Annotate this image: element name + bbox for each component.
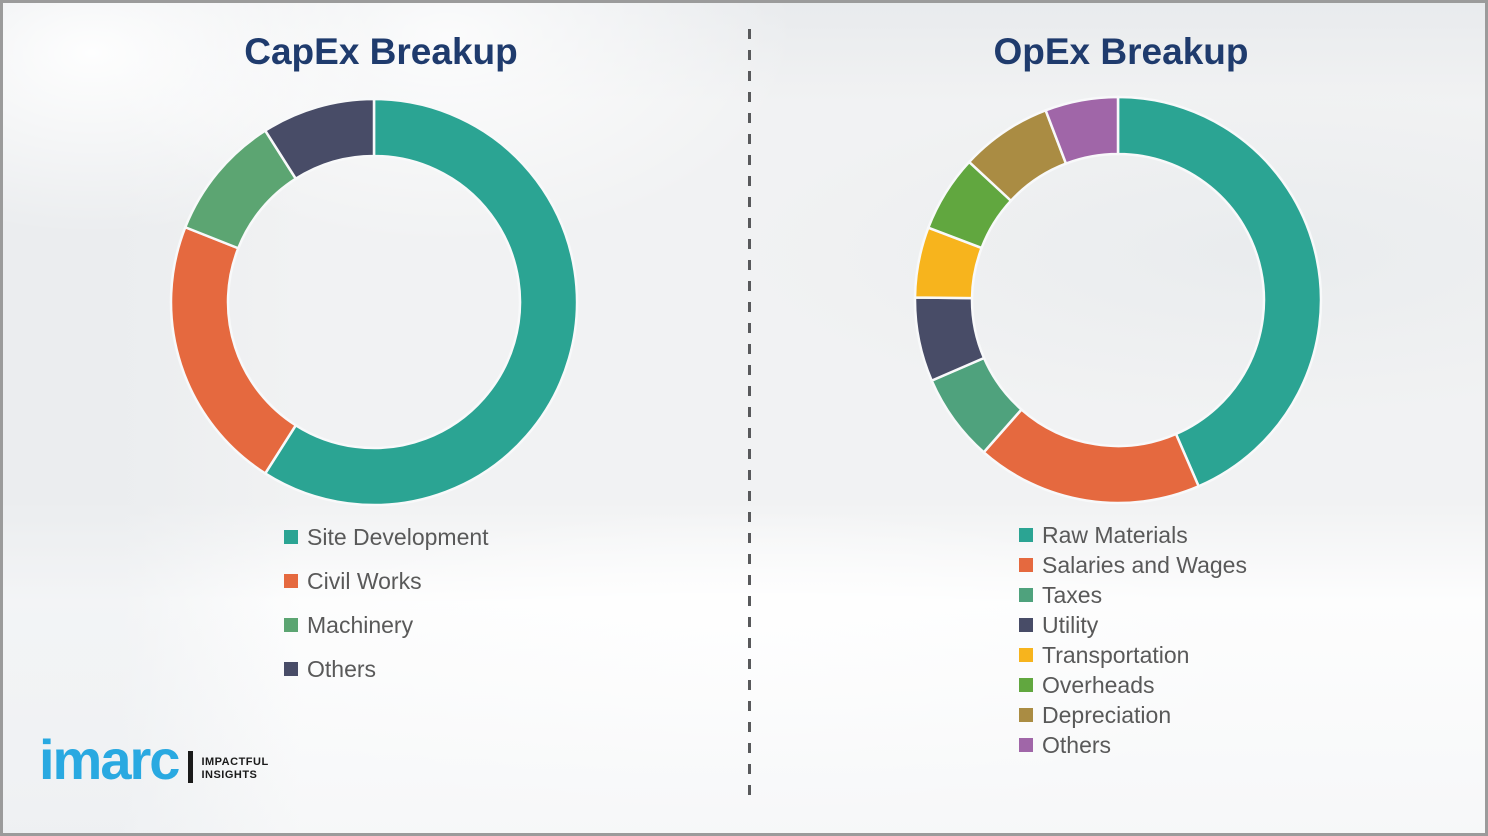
imarc-logo: imarc IMPACTFUL INSIGHTS bbox=[39, 728, 269, 791]
opex-donut-chart bbox=[913, 95, 1323, 505]
legend-item-taxes: Taxes bbox=[1019, 580, 1247, 610]
legend-swatch-civil-works bbox=[284, 574, 298, 588]
legend-swatch-taxes bbox=[1019, 588, 1033, 602]
legend-label-utility: Utility bbox=[1042, 611, 1099, 638]
legend-swatch-overheads bbox=[1019, 678, 1033, 692]
donut-segment-civil-works bbox=[169, 226, 298, 475]
capex-donut-chart bbox=[169, 97, 579, 507]
legend-item-overheads: Overheads bbox=[1019, 670, 1247, 700]
donut-segment-others bbox=[263, 97, 376, 180]
dashed-divider bbox=[748, 29, 751, 795]
legend-label-others: Others bbox=[307, 655, 377, 682]
legend-item-raw-materials: Raw Materials bbox=[1019, 520, 1247, 550]
legend-swatch-salaries-and-wages bbox=[1019, 558, 1033, 572]
legend-swatch-depreciation bbox=[1019, 708, 1033, 722]
opex-legend: Raw Materials Salaries and Wages Taxes Util… bbox=[1019, 520, 1247, 760]
legend-item-transportation: Transportation bbox=[1019, 640, 1247, 670]
legend-swatch-utility bbox=[1019, 618, 1033, 632]
legend-swatch-others bbox=[284, 662, 298, 676]
donut-segment-site-development bbox=[263, 97, 579, 507]
legend-label-civil-works: Civil Works bbox=[307, 567, 422, 594]
legend-label-transportation: Transportation bbox=[1042, 641, 1190, 668]
capex-chart-title: CapEx Breakup bbox=[244, 31, 518, 72]
imarc-logo-wordmark: imarc bbox=[39, 728, 180, 791]
legend-swatch-machinery bbox=[284, 618, 298, 632]
opex-chart-title: OpEx Breakup bbox=[993, 31, 1249, 72]
logo-tagline-line1: IMPACTFUL bbox=[201, 755, 269, 768]
legend-label-depreciation: Depreciation bbox=[1042, 701, 1172, 728]
logo-tagline-line2: INSIGHTS bbox=[201, 769, 258, 782]
legend-label-machinery: Machinery bbox=[307, 611, 414, 638]
legend-item-others: Others bbox=[284, 647, 489, 691]
legend-label-site-development: Site Development bbox=[307, 523, 489, 550]
legend-item-site-development: Site Development bbox=[284, 515, 489, 559]
capex-legend: Site Development Civil Works Machinery Othe… bbox=[284, 515, 489, 691]
legend-item-civil-works: Civil Works bbox=[284, 559, 489, 603]
logo-tagline: IMPACTFUL INSIGHTS bbox=[201, 756, 268, 784]
donut-segment-raw-materials bbox=[1116, 95, 1323, 488]
legend-label-raw-materials: Raw Materials bbox=[1042, 521, 1188, 548]
legend-item-utility: Utility bbox=[1019, 610, 1247, 640]
legend-swatch-others bbox=[1019, 738, 1033, 752]
legend-item-machinery: Machinery bbox=[284, 603, 489, 647]
legend-swatch-transportation bbox=[1019, 648, 1033, 662]
legend-item-salaries-and-wages: Salaries and Wages bbox=[1019, 550, 1247, 580]
legend-label-salaries-and-wages: Salaries and Wages bbox=[1042, 551, 1247, 578]
legend-item-others: Others bbox=[1019, 730, 1247, 760]
donut-segment-salaries-and-wages bbox=[982, 408, 1200, 505]
legend-label-taxes: Taxes bbox=[1042, 581, 1103, 608]
legend-swatch-raw-materials bbox=[1019, 528, 1033, 542]
legend-label-overheads: Overheads bbox=[1042, 671, 1155, 698]
legend-item-depreciation: Depreciation bbox=[1019, 700, 1247, 730]
legend-swatch-site-development bbox=[284, 530, 298, 544]
logo-divider-bar bbox=[188, 751, 194, 784]
donut-segment-others bbox=[1044, 95, 1120, 165]
legend-label-others: Others bbox=[1042, 731, 1112, 758]
